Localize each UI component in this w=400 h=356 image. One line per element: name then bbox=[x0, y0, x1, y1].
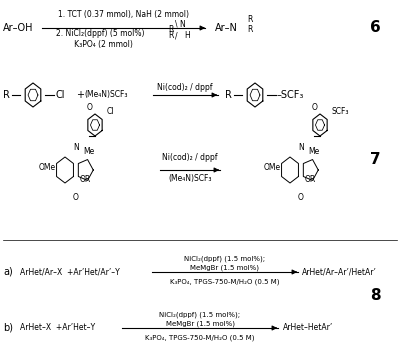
Text: SCF₃: SCF₃ bbox=[332, 108, 350, 116]
Text: R: R bbox=[168, 26, 173, 35]
Text: 6: 6 bbox=[370, 21, 380, 36]
Text: MeMgBr (1.5 mol%): MeMgBr (1.5 mol%) bbox=[166, 321, 234, 327]
Text: Ni(cod)₂ / dppf: Ni(cod)₂ / dppf bbox=[157, 83, 213, 91]
Text: N: N bbox=[298, 143, 304, 152]
Text: 1. TCT (0.37 mmol), NaH (2 mmol): 1. TCT (0.37 mmol), NaH (2 mmol) bbox=[58, 10, 188, 19]
Text: R: R bbox=[3, 90, 10, 100]
Text: ArHet–X  +Ar’Het–Y: ArHet–X +Ar’Het–Y bbox=[20, 324, 95, 333]
Text: Ar–N: Ar–N bbox=[215, 23, 238, 33]
Text: O: O bbox=[298, 194, 304, 203]
Text: O: O bbox=[73, 194, 79, 203]
Text: 8: 8 bbox=[370, 288, 380, 304]
Text: O: O bbox=[87, 104, 93, 112]
Text: +: + bbox=[76, 90, 84, 100]
Text: Me: Me bbox=[308, 147, 319, 157]
Text: b): b) bbox=[3, 323, 13, 333]
Text: –SCF₃: –SCF₃ bbox=[277, 90, 304, 100]
Text: NiCl₂(dppf) (1.5 mol%);: NiCl₂(dppf) (1.5 mol%); bbox=[184, 256, 266, 262]
Text: Ni(cod)₂ / dppf: Ni(cod)₂ / dppf bbox=[162, 153, 218, 162]
Text: R: R bbox=[168, 31, 173, 41]
Text: OMe: OMe bbox=[39, 163, 56, 173]
Text: 7: 7 bbox=[370, 152, 380, 168]
Text: K₃PO₄, TPGS-750-M/H₂O (0.5 M): K₃PO₄, TPGS-750-M/H₂O (0.5 M) bbox=[170, 279, 280, 285]
Text: Cl: Cl bbox=[107, 108, 114, 116]
Text: R: R bbox=[247, 26, 252, 35]
Text: \ N: \ N bbox=[175, 20, 186, 28]
Text: ArHet/Ar–Ar’/HetAr’: ArHet/Ar–Ar’/HetAr’ bbox=[302, 267, 377, 277]
Text: Me: Me bbox=[83, 147, 94, 157]
Text: Ar–OH: Ar–OH bbox=[3, 23, 34, 33]
Text: Cl: Cl bbox=[55, 90, 64, 100]
Text: OR: OR bbox=[80, 176, 91, 184]
Text: ArHet/Ar–X  +Ar’Het/Ar’–Y: ArHet/Ar–X +Ar’Het/Ar’–Y bbox=[20, 267, 120, 277]
Text: (Me₄N)SCF₃: (Me₄N)SCF₃ bbox=[168, 173, 212, 183]
Text: K₃PO₄ (2 mmol): K₃PO₄ (2 mmol) bbox=[67, 40, 133, 48]
Text: (Me₄N)SCF₃: (Me₄N)SCF₃ bbox=[84, 90, 128, 99]
Text: ArHet–HetAr’: ArHet–HetAr’ bbox=[283, 324, 333, 333]
Text: 2. NiCl₂(dppf) (5 mol%): 2. NiCl₂(dppf) (5 mol%) bbox=[56, 28, 144, 37]
Text: N: N bbox=[73, 143, 79, 152]
Text: OR: OR bbox=[305, 176, 316, 184]
Text: H: H bbox=[184, 31, 190, 41]
Text: K₃PO₄, TPGS-750-M/H₂O (0.5 M): K₃PO₄, TPGS-750-M/H₂O (0.5 M) bbox=[145, 335, 255, 341]
Text: R: R bbox=[225, 90, 232, 100]
Text: a): a) bbox=[3, 267, 13, 277]
Text: MeMgBr (1.5 mol%): MeMgBr (1.5 mol%) bbox=[190, 265, 260, 271]
Text: OMe: OMe bbox=[264, 163, 281, 173]
Text: NiCl₂(dppf) (1.5 mol%);: NiCl₂(dppf) (1.5 mol%); bbox=[160, 312, 240, 318]
Text: /: / bbox=[175, 31, 180, 41]
Text: R: R bbox=[247, 15, 252, 23]
Text: O: O bbox=[312, 104, 318, 112]
